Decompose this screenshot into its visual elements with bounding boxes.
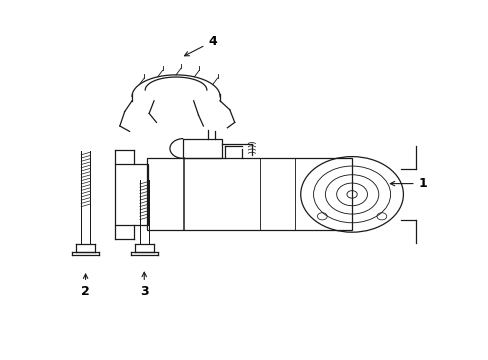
Text: 3: 3: [140, 272, 148, 298]
Text: 2: 2: [81, 274, 90, 298]
Bar: [115, 164, 148, 225]
Bar: [183, 139, 222, 158]
Text: 4: 4: [184, 35, 217, 56]
Bar: [146, 158, 351, 230]
Text: 1: 1: [389, 177, 427, 190]
